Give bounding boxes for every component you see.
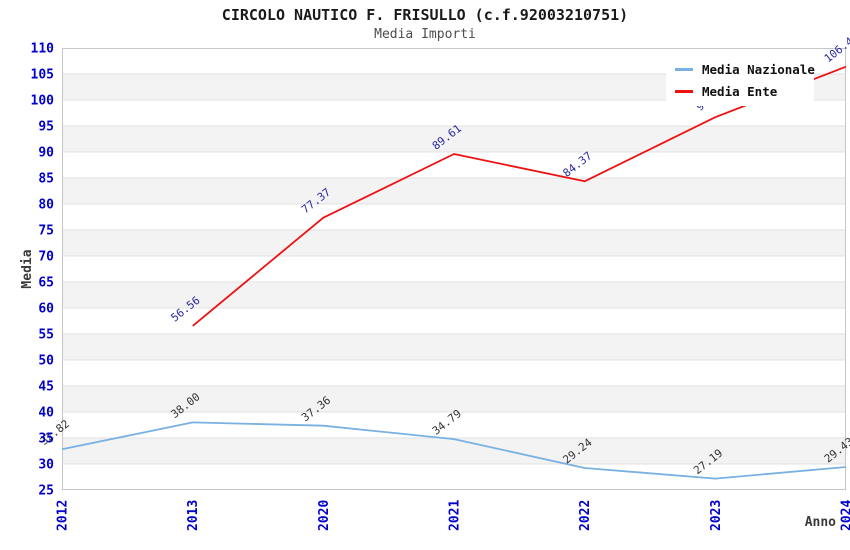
grid-band (62, 282, 846, 308)
grid-band (62, 126, 846, 152)
y-axis-title: Media (20, 249, 35, 288)
y-tick-label: 60 (38, 302, 54, 317)
x-tick-label: 2024 (840, 500, 850, 531)
x-tick-label: 2021 (448, 500, 463, 531)
chart-subtitle: Media Importi (374, 27, 476, 42)
y-tick-label: 50 (38, 354, 54, 369)
y-tick-label: 75 (38, 224, 54, 239)
legend-label: Media Ente (702, 83, 778, 99)
y-tick-label: 90 (38, 146, 54, 161)
legend: Media Nazionale Media Ente (666, 56, 815, 106)
y-tick-label: 80 (38, 198, 54, 213)
grid-band (62, 386, 846, 412)
y-tick-label: 95 (38, 120, 54, 135)
y-tick-label: 30 (38, 458, 54, 473)
legend-item-ente: Media Ente (666, 80, 814, 102)
legend-label: Media Nazionale (702, 61, 815, 77)
y-tick-label: 40 (38, 406, 54, 421)
grid-band (62, 178, 846, 204)
y-tick-label: 35 (38, 432, 54, 447)
x-tick-label: 2012 (56, 500, 71, 531)
media-ente-line-swatch (675, 89, 693, 93)
y-tick-label: 110 (31, 42, 55, 57)
x-tick-label: 2023 (709, 500, 724, 531)
legend-item-nazionale: Media Nazionale (666, 58, 815, 80)
y-tick-label: 70 (38, 250, 54, 265)
media-nazionale-line-swatch (675, 67, 693, 71)
grid-band (62, 334, 846, 360)
y-tick-label: 25 (38, 484, 54, 499)
y-tick-label: 55 (38, 328, 54, 343)
data-label: 84.37 (560, 149, 594, 180)
y-tick-label: 45 (38, 380, 54, 395)
series-line-media-ente (192, 65, 847, 327)
chart-title: CIRCOLO NAUTICO F. FRISULLO (c.f.9200321… (221, 6, 629, 24)
x-tick-label: 2022 (578, 500, 593, 531)
x-tick-label: 2020 (317, 500, 332, 531)
y-tick-label: 65 (38, 276, 54, 291)
grid-band (62, 230, 846, 256)
grid-band (62, 438, 846, 464)
series-line-media-nazionale (61, 421, 847, 480)
y-tick-label: 100 (31, 94, 55, 109)
plot-border (62, 48, 846, 490)
x-tick-label: 2013 (186, 500, 201, 531)
y-tick-label: 85 (38, 172, 54, 187)
x-axis-title: Anno (805, 515, 836, 530)
y-tick-label: 105 (31, 68, 54, 83)
